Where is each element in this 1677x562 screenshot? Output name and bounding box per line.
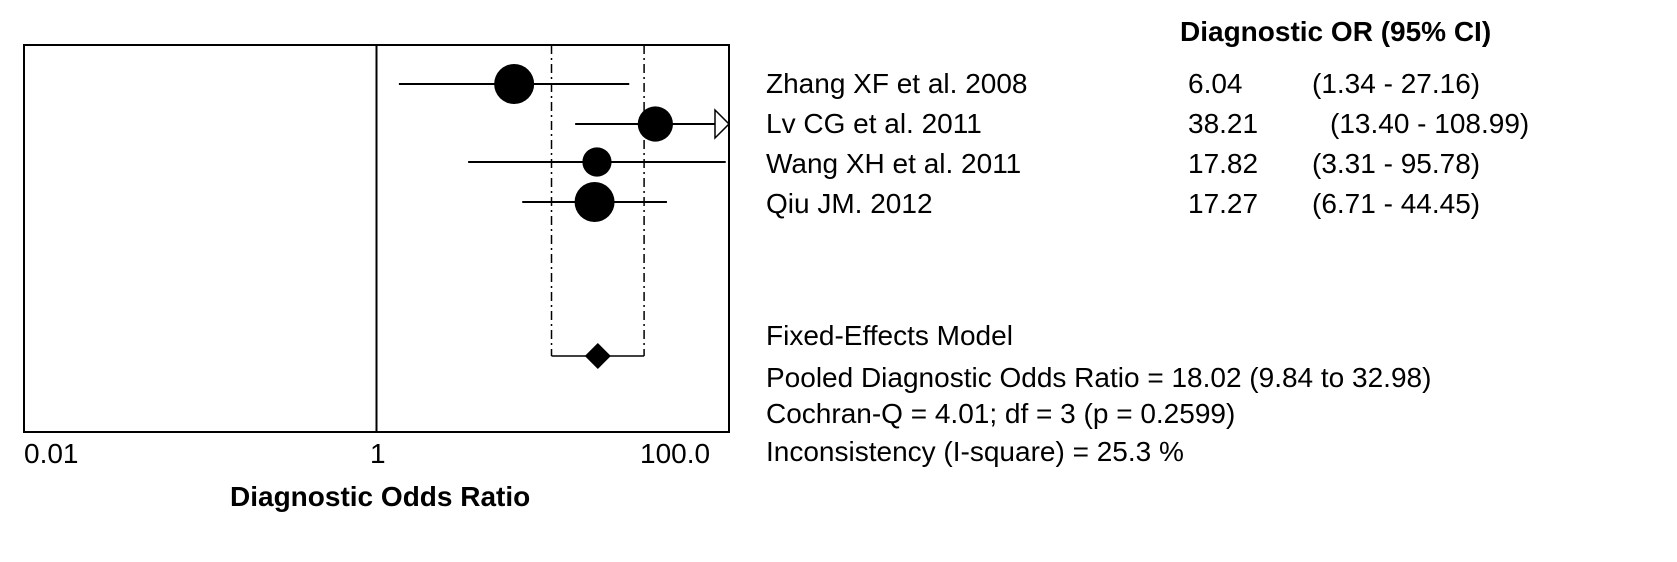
study-label: Wang XH et al. 2011 [766,148,1022,179]
study-or: 17.82 [1188,148,1259,179]
study-label: Zhang XF et al. 2008 [766,68,1028,99]
study-ci: (13.40 - 108.99) [1330,108,1530,139]
x-tick-label: 0.01 [24,438,79,469]
pooled-diamond [584,343,611,369]
study-label: Lv CG et al. 2011 [766,108,982,139]
study-ci: (6.71 - 44.45) [1312,188,1481,219]
study-ci-arrow [714,108,731,140]
study-or: 17.27 [1188,188,1259,219]
x-tick-label: 100.0 [640,438,711,469]
study-point [582,147,612,177]
inconsistency: Inconsistency (I-square) = 25.3 % [766,436,1184,467]
study-ci: (1.34 - 27.16) [1312,68,1481,99]
cochran-q: Cochran-Q = 4.01; df = 3 (p = 0.2599) [766,398,1236,429]
model-name: Fixed-Effects Model [766,320,1013,351]
study-point [574,182,615,222]
study-point [494,64,535,104]
study-or: 38.21 [1188,108,1259,139]
study-ci: (3.31 - 95.78) [1312,148,1481,179]
study-or: 6.04 [1188,68,1243,99]
study-point [637,106,673,142]
pooled-result: Pooled Diagnostic Odds Ratio = 18.02 (9.… [766,362,1432,393]
x-axis-label: Diagnostic Odds Ratio [230,481,531,512]
column-header: Diagnostic OR (95% CI) [1180,16,1492,47]
x-tick-label: 1 [370,438,386,469]
study-label: Qiu JM. 2012 [766,188,933,219]
